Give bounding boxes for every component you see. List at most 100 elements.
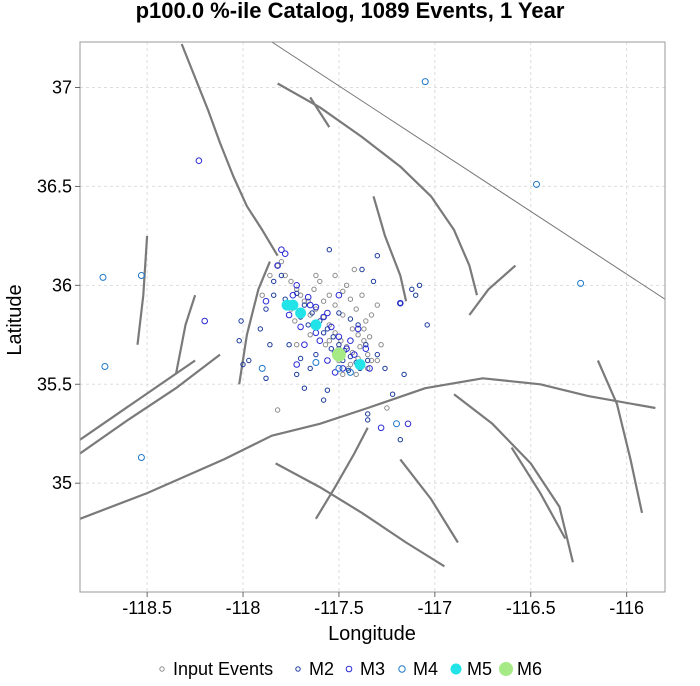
y-axis-ticks: 35 35.5 36 36.5 37 xyxy=(37,78,80,493)
event-marker-m2 xyxy=(409,286,415,292)
event-marker-input-events xyxy=(355,332,361,338)
legend-marker-m6 xyxy=(499,662,513,676)
event-marker-input-events xyxy=(274,407,281,413)
event-marker-m3 xyxy=(347,337,354,345)
fault-line xyxy=(238,261,271,385)
event-marker-m2 xyxy=(271,292,277,298)
event-marker-input-events xyxy=(378,342,384,348)
event-marker-input-events xyxy=(267,272,273,279)
event-marker-m3 xyxy=(366,365,373,372)
event-marker-m2 xyxy=(271,278,277,285)
event-marker-input-events xyxy=(374,302,380,308)
event-marker-input-events xyxy=(340,371,346,378)
event-marker-m2 xyxy=(278,272,285,279)
event-marker-m2 xyxy=(328,346,334,352)
event-marker-input-events xyxy=(347,361,354,368)
fault-line xyxy=(510,447,567,540)
event-marker-input-events xyxy=(368,312,375,318)
event-marker-m2 xyxy=(324,387,331,393)
event-marker-m2 xyxy=(330,334,336,340)
event-marker-input-events xyxy=(292,318,298,324)
event-marker-m3 xyxy=(335,291,343,299)
event-marker-input-events xyxy=(349,326,356,332)
event-marker-m3 xyxy=(351,351,358,358)
event-marker-m5 xyxy=(354,359,366,370)
event-marker-m2 xyxy=(347,316,354,322)
y-tick-label: 36 xyxy=(52,275,72,295)
event-marker-m4 xyxy=(312,359,320,366)
event-marker-m4 xyxy=(137,454,145,461)
event-marker-m3 xyxy=(278,246,285,253)
event-marker-m2 xyxy=(374,253,380,259)
event-marker-input-events xyxy=(259,292,265,298)
event-marker-m3 xyxy=(195,157,203,164)
fault-line xyxy=(80,359,196,441)
event-marker-m3 xyxy=(324,357,331,364)
event-marker-m2 xyxy=(336,342,342,348)
event-marker-m2 xyxy=(320,330,327,336)
x-tick-label: -117.5 xyxy=(314,598,364,618)
event-marker-m6 xyxy=(331,347,346,362)
event-marker-m2 xyxy=(320,397,327,403)
event-marker-m2 xyxy=(305,322,311,328)
event-marker-m3 xyxy=(320,313,327,321)
event-marker-m2 xyxy=(336,310,342,316)
event-marker-input-events xyxy=(322,342,329,348)
event-marker-input-events xyxy=(366,334,373,340)
fault-line xyxy=(136,235,149,345)
event-marker-m2 xyxy=(286,342,292,348)
event-marker-m2 xyxy=(397,437,403,443)
event-marker-m3 xyxy=(274,262,281,269)
event-marker-m3 xyxy=(281,250,289,257)
event-marker-input-events xyxy=(365,351,371,358)
event-marker-input-events xyxy=(311,286,317,292)
event-marker-m2 xyxy=(389,391,396,397)
event-marker-m2 xyxy=(307,365,313,372)
event-marker-input-events xyxy=(320,298,327,304)
fault-line xyxy=(399,458,459,544)
y-tick-label: 36.5 xyxy=(37,176,72,196)
event-marker-input-events xyxy=(347,296,354,302)
event-marker-m4 xyxy=(335,364,343,372)
event-marker-m4 xyxy=(99,273,107,281)
event-marker-m2 xyxy=(374,351,380,358)
event-marker-m3 xyxy=(328,323,335,331)
fault-line xyxy=(372,195,408,302)
chart-title: p100.0 %-ile Catalog, 1089 Events, 1 Yea… xyxy=(136,0,565,23)
y-tick-label: 35 xyxy=(52,473,72,493)
event-marker-input-events xyxy=(332,272,338,279)
event-markers xyxy=(99,78,585,461)
event-marker-m4 xyxy=(258,364,266,372)
fault-lines xyxy=(80,42,665,568)
plot-area-frame xyxy=(79,41,666,593)
event-marker-m2 xyxy=(257,326,263,332)
fault-line xyxy=(275,462,445,568)
event-marker-m3 xyxy=(297,323,304,331)
fault-line xyxy=(80,353,221,455)
event-marker-m3 xyxy=(354,325,362,333)
legend-marker-m4 xyxy=(398,665,406,673)
legend-marker-m3 xyxy=(345,665,353,673)
event-marker-m2 xyxy=(246,357,252,364)
event-marker-input-events xyxy=(368,357,375,364)
event-marker-m2 xyxy=(363,342,369,348)
event-marker-m3 xyxy=(293,282,301,289)
event-marker-m2 xyxy=(365,357,371,364)
event-marker-m3 xyxy=(377,424,385,432)
fault-line xyxy=(277,82,479,296)
legend-label: M6 xyxy=(517,659,542,679)
legend-label: Input Events xyxy=(173,659,273,679)
event-marker-input-events xyxy=(353,306,359,312)
event-marker-input-events xyxy=(384,405,390,411)
event-marker-m2 xyxy=(240,361,246,368)
event-marker-m3 xyxy=(339,365,347,372)
event-marker-m4 xyxy=(346,368,354,376)
event-marker-m5 xyxy=(295,307,307,319)
event-marker-input-events xyxy=(374,357,380,364)
event-marker-input-events xyxy=(307,332,313,338)
event-marker-m3 xyxy=(201,317,208,325)
fault-line xyxy=(453,393,574,563)
grid-lines xyxy=(80,42,665,592)
fault-line xyxy=(596,360,644,514)
fault-line xyxy=(174,294,197,375)
